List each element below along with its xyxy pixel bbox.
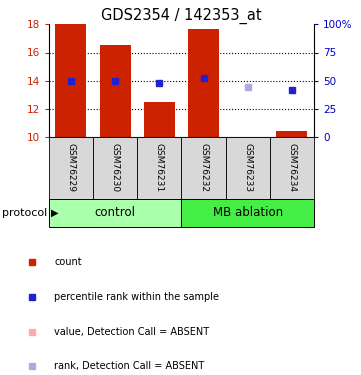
Bar [226, 137, 270, 199]
Bar [144, 102, 175, 137]
Bar [93, 137, 137, 199]
Bar [270, 137, 314, 199]
Bar [55, 24, 86, 137]
Text: GSM76233: GSM76233 [243, 143, 252, 192]
Text: GSM76230: GSM76230 [110, 143, 119, 192]
Title: GDS2354 / 142353_at: GDS2354 / 142353_at [101, 8, 262, 24]
Bar [137, 137, 182, 199]
Text: GSM76234: GSM76234 [287, 143, 296, 192]
Text: GSM76229: GSM76229 [66, 143, 75, 192]
Text: control: control [95, 206, 136, 219]
Bar [277, 131, 308, 137]
Bar [181, 137, 226, 199]
Text: count: count [54, 257, 82, 267]
Bar [188, 28, 219, 137]
Text: MB ablation: MB ablation [213, 206, 283, 219]
Text: ▶: ▶ [51, 208, 58, 218]
Text: percentile rank within the sample: percentile rank within the sample [54, 292, 219, 302]
Bar [100, 45, 131, 137]
Text: rank, Detection Call = ABSENT: rank, Detection Call = ABSENT [54, 362, 204, 371]
Text: value, Detection Call = ABSENT: value, Detection Call = ABSENT [54, 327, 209, 337]
Text: GSM76231: GSM76231 [155, 143, 164, 192]
Text: protocol: protocol [2, 208, 47, 218]
Text: GSM76232: GSM76232 [199, 143, 208, 192]
Bar [49, 199, 181, 227]
Bar [49, 137, 93, 199]
Bar [181, 199, 314, 227]
